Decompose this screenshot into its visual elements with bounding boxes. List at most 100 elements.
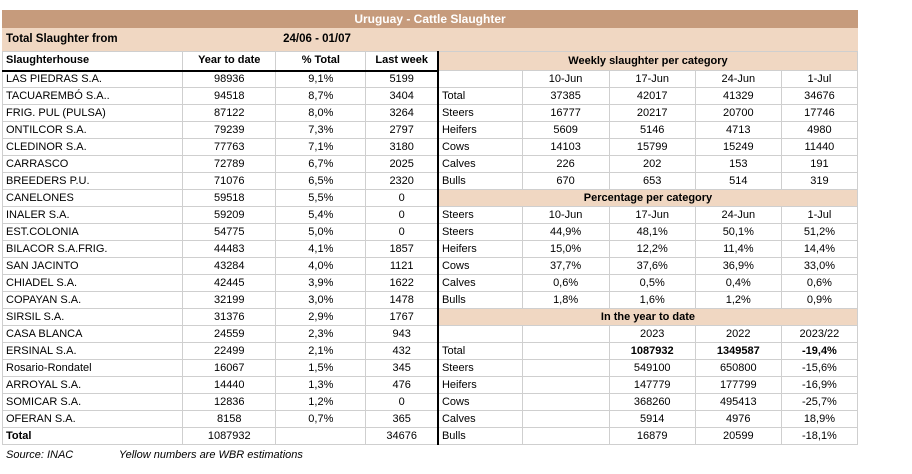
footer-note: Yellow numbers are WBR estimations xyxy=(118,449,303,461)
value-cell: 1622 xyxy=(365,274,439,292)
row-label-cell: ONTILCOR S.A. xyxy=(1,121,184,139)
row-label-cell: Cows xyxy=(436,393,523,411)
row-label-cell: Calves xyxy=(436,274,523,292)
value-cell: 6,5% xyxy=(275,172,367,190)
value-cell: 2,3% xyxy=(275,325,367,343)
value-cell: 2797 xyxy=(365,121,439,139)
value-cell: 12836 xyxy=(182,393,277,411)
value-cell: 11,4% xyxy=(694,240,782,258)
row-label-cell: CHIADEL S.A. xyxy=(1,274,184,292)
value-cell: 0,4% xyxy=(694,274,782,292)
value-cell: 94518 xyxy=(182,87,277,105)
row-label-cell: Steers xyxy=(436,359,523,377)
value-cell: 0,7% xyxy=(275,410,367,428)
col-header xyxy=(521,325,610,343)
value-cell: 44,9% xyxy=(521,223,610,241)
row-label-cell: Total xyxy=(1,427,184,445)
table-row: CLEDINOR S.A. 77763 7,1% 3180 Cows 14103 15799… xyxy=(1,138,859,156)
value-cell: 22499 xyxy=(182,342,277,360)
row-label-cell: Cows xyxy=(436,257,523,275)
value-cell: 0 xyxy=(365,189,439,207)
col-header: Steers xyxy=(436,206,523,224)
col-header xyxy=(436,70,523,88)
row-label-cell: Steers xyxy=(436,104,523,122)
value-cell: 14440 xyxy=(182,376,277,394)
value-cell: 11440 xyxy=(780,138,859,156)
value-cell: 8,0% xyxy=(275,104,367,122)
value-cell: 15249 xyxy=(694,138,782,156)
value-cell: 5199 xyxy=(365,70,439,88)
row-label-cell: COPAYAN S.A. xyxy=(1,291,184,309)
value-cell: 12,2% xyxy=(608,240,696,258)
row-label-cell: OFERAN S.A. xyxy=(1,410,184,428)
table-row: Total 1087932 34676 Bulls 16879 20599 -18,1% xyxy=(1,427,859,445)
value-cell: 15799 xyxy=(608,138,696,156)
column-header: Slaughterhouse xyxy=(1,51,184,72)
value-cell: 345 xyxy=(365,359,439,377)
value-cell: 495413 xyxy=(694,393,782,411)
col-header: 17-Jun xyxy=(608,70,696,88)
row-label-cell: Steers xyxy=(436,223,523,241)
value-cell: 7,1% xyxy=(275,138,367,156)
row-label-cell: Total xyxy=(436,87,523,105)
table-row: INALER S.A. 59209 5,4% 0 Steers 10-Jun 17-Jun 2… xyxy=(1,206,859,224)
value-cell: 2,9% xyxy=(275,308,367,326)
row-label-cell: CLEDINOR S.A. xyxy=(1,138,184,156)
value-cell: 1087932 xyxy=(182,427,277,445)
row-label-cell: Rosario-Rondatel xyxy=(1,359,184,377)
value-cell xyxy=(521,427,610,445)
table-row: SOMICAR S.A. 12836 1,2% 0 Cows 368260 495413 -2… xyxy=(1,393,859,411)
row-label-cell: SAN JACINTO xyxy=(1,257,184,275)
value-cell: 31376 xyxy=(182,308,277,326)
table-row: CASA BLANCA 24559 2,3% 943 2023 2022 2023/22 xyxy=(1,325,859,343)
value-cell: 17746 xyxy=(780,104,859,122)
value-cell: 2,1% xyxy=(275,342,367,360)
row-label-cell: Total xyxy=(436,342,523,360)
value-cell: -16,9% xyxy=(780,376,859,394)
value-cell: 1,3% xyxy=(275,376,367,394)
row-label-cell: Bulls xyxy=(436,172,523,190)
section-title-band: In the year to date xyxy=(436,308,858,326)
value-cell: 365 xyxy=(365,410,439,428)
value-cell: 51,2% xyxy=(780,223,859,241)
value-cell: 32199 xyxy=(182,291,277,309)
value-cell: 18,9% xyxy=(780,410,859,428)
value-cell xyxy=(521,410,610,428)
value-cell: 147779 xyxy=(608,376,696,394)
col-header: 2022 xyxy=(694,325,782,343)
value-cell: 9,1% xyxy=(275,70,367,88)
value-cell: 653 xyxy=(608,172,696,190)
table-row: BREEDERS P.U. 71076 6,5% 2320 Bulls 670 653 514… xyxy=(1,172,859,190)
value-cell: 0,5% xyxy=(608,274,696,292)
date-range: 24/06 - 01/07 xyxy=(283,33,351,45)
table-row: ONTILCOR S.A. 79239 7,3% 2797 Heifers 5609 514… xyxy=(1,121,859,139)
col-header: 10-Jun xyxy=(521,206,610,224)
row-label-cell: Calves xyxy=(436,155,523,173)
value-cell: 5609 xyxy=(521,121,610,139)
row-label-cell: Heifers xyxy=(436,376,523,394)
value-cell: 7,3% xyxy=(275,121,367,139)
value-cell: 24559 xyxy=(182,325,277,343)
value-cell: 5146 xyxy=(608,121,696,139)
col-header: 1-Jul xyxy=(780,206,859,224)
value-cell: 177799 xyxy=(694,376,782,394)
table-row: BILACOR S.A.FRIG. 44483 4,1% 1857 Heifers 15,… xyxy=(1,240,859,258)
col-header: 2023 xyxy=(608,325,696,343)
row-label-cell: LAS PIEDRAS S.A. xyxy=(1,70,184,88)
column-header: % Total xyxy=(275,51,367,72)
value-cell: 59518 xyxy=(182,189,277,207)
table-row: CHIADEL S.A. 42445 3,9% 1622 Calves 0,6% 0,5% 0… xyxy=(1,274,859,292)
subtitle-label: Total Slaughter from xyxy=(6,33,118,45)
value-cell xyxy=(521,359,610,377)
value-cell: 14,4% xyxy=(780,240,859,258)
col-header: 17-Jun xyxy=(608,206,696,224)
value-cell: 16879 xyxy=(608,427,696,445)
row-label-cell: SIRSIL S.A. xyxy=(1,308,184,326)
value-cell: 41329 xyxy=(694,87,782,105)
value-cell: 1478 xyxy=(365,291,439,309)
value-cell: 50,1% xyxy=(694,223,782,241)
row-label-cell: Cows xyxy=(436,138,523,156)
value-cell: 4,1% xyxy=(275,240,367,258)
page-title: Uruguay - Cattle Slaughter xyxy=(2,10,858,28)
col-header: 24-Jun xyxy=(694,206,782,224)
